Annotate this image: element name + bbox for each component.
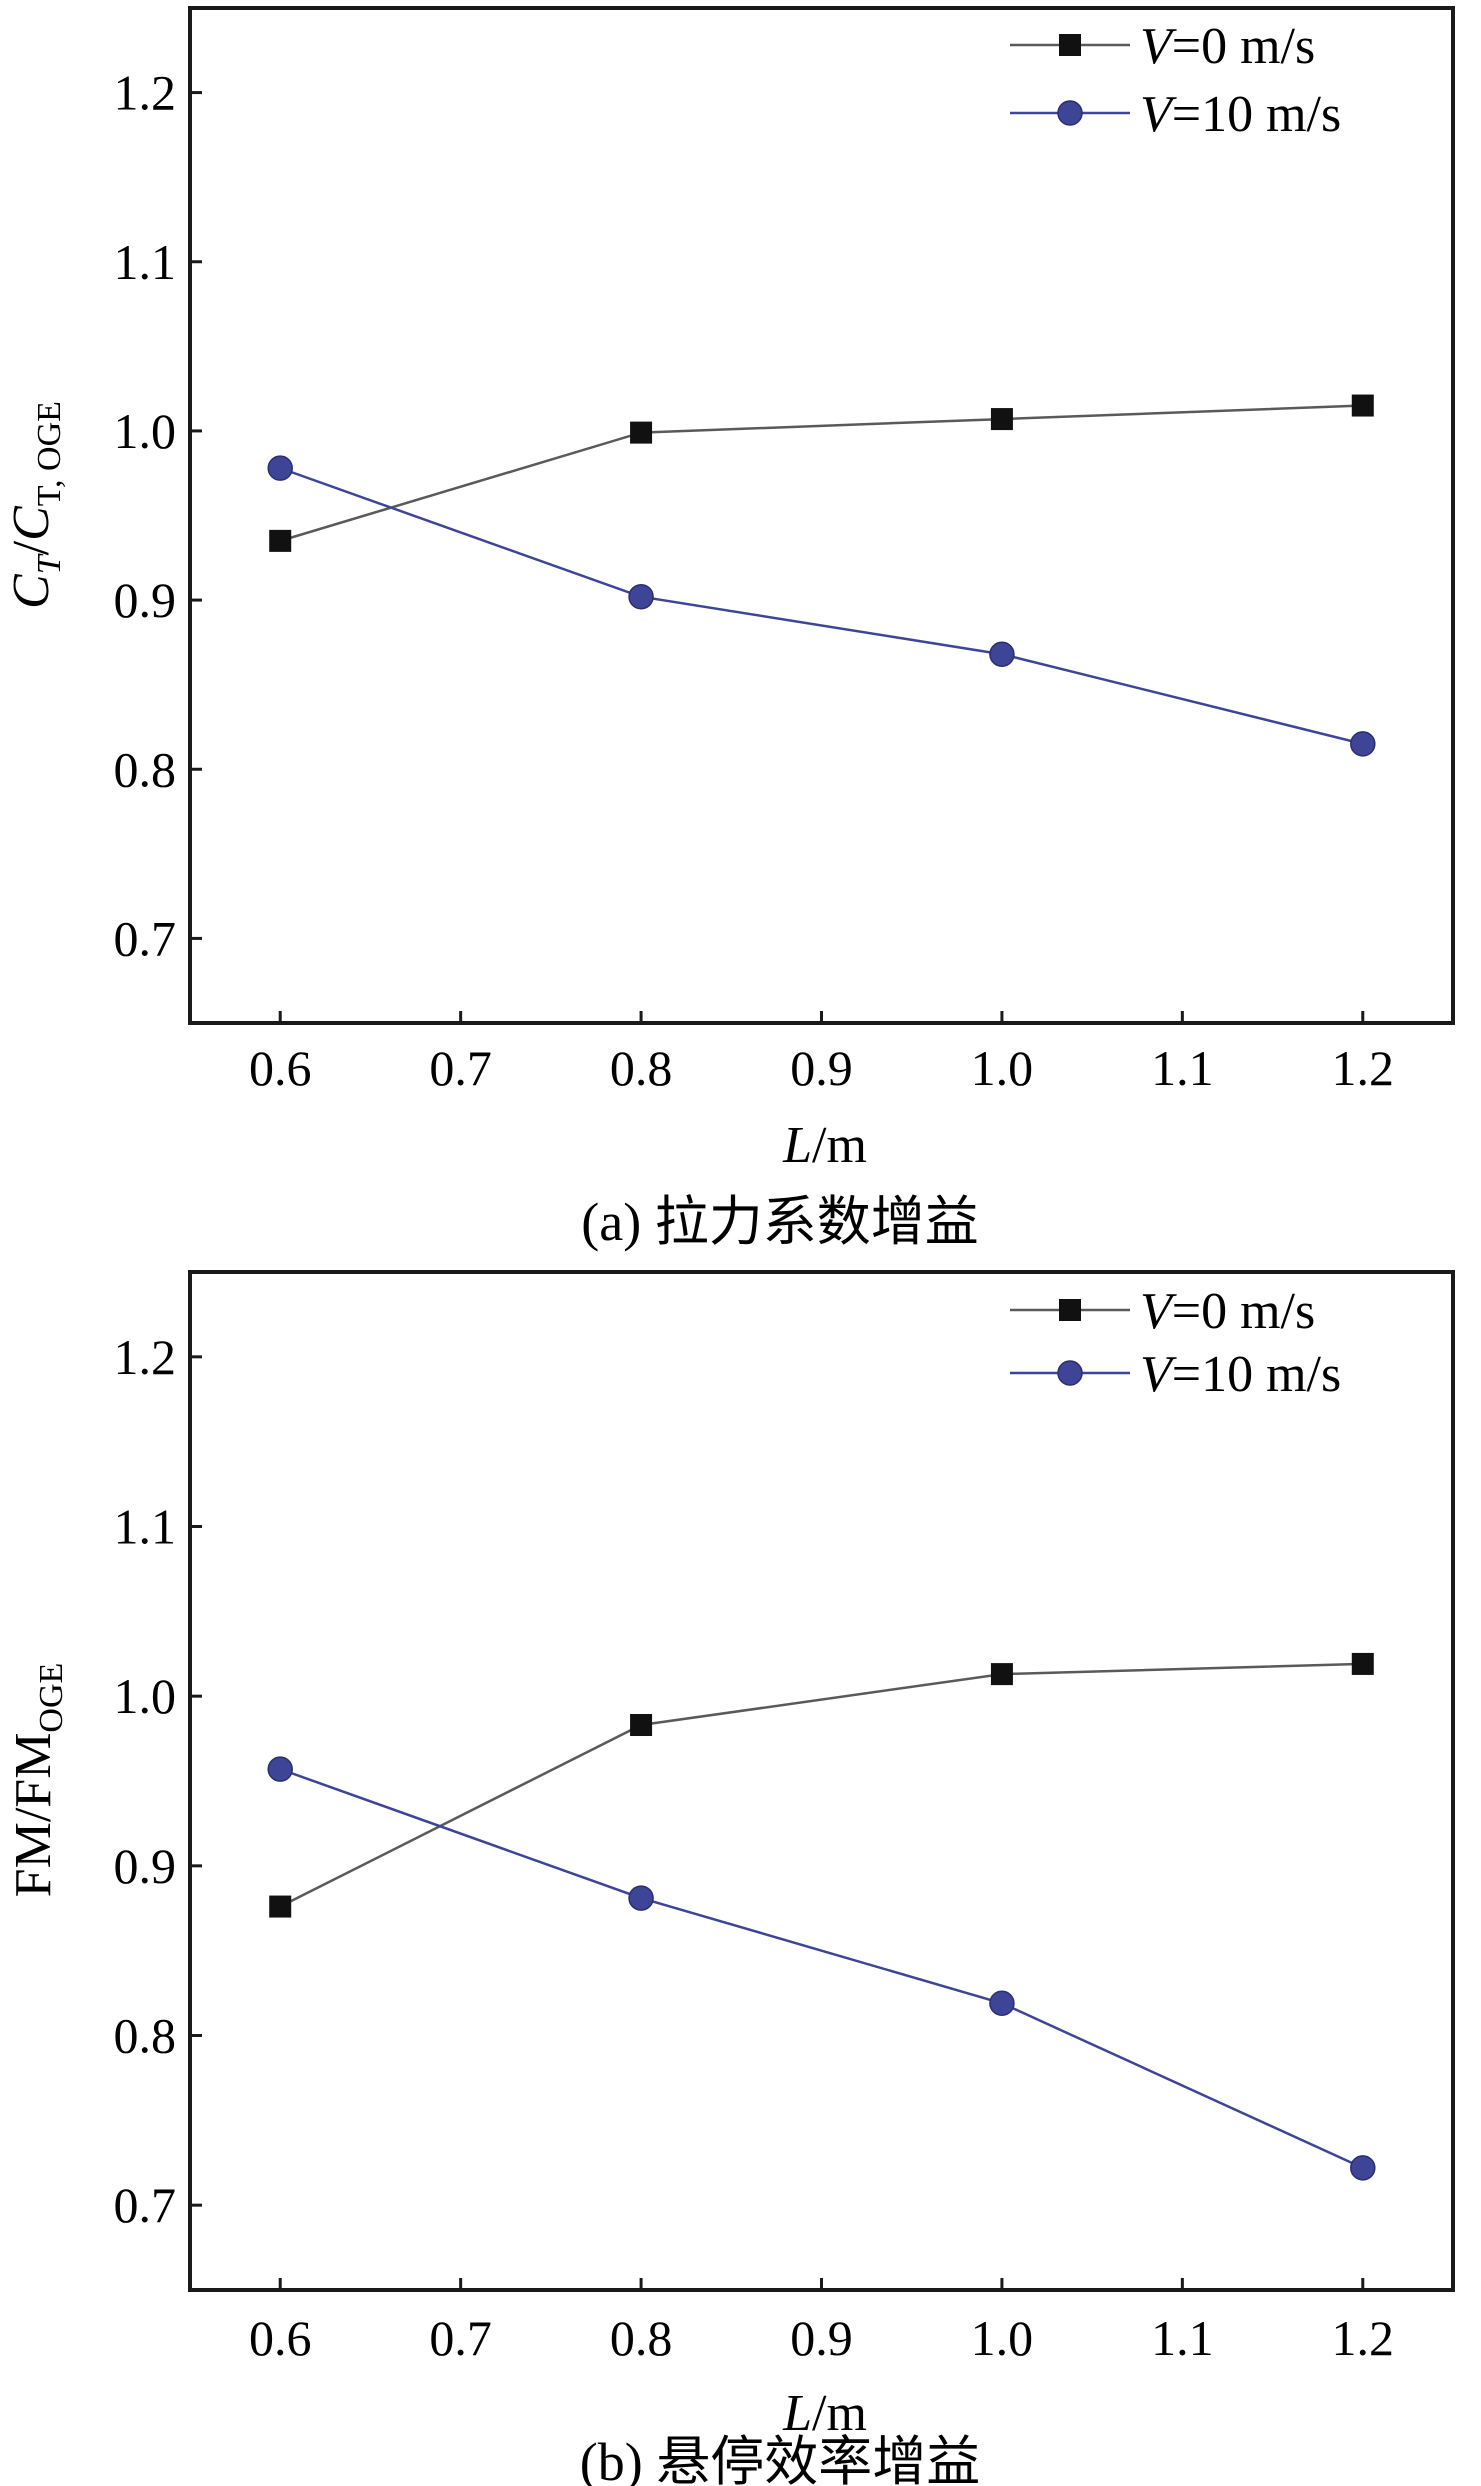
x-tick-label: 1.2 — [1332, 2310, 1395, 2366]
data-point-v10 — [989, 641, 1015, 667]
panel-a-chart: 0.7 0.8 0.9 1.0 1.1 1.2 0.6 0.7 0.8 0.9 1.0 1.1 1.2… — [3, 6, 1455, 1252]
data-point-v0 — [630, 421, 653, 444]
y-tick-label: 0.7 — [114, 2177, 177, 2233]
y-tick-label: 1.0 — [114, 1668, 177, 1724]
y-tick-label: 0.9 — [114, 1838, 177, 1894]
y-tick-label: 0.9 — [114, 572, 177, 628]
panel-a-y-axis-title: CT/CT, OGE — [3, 401, 68, 609]
panel-b-series-lines — [279, 1662, 1364, 2169]
panel-a-legend-label-v10: V=10 m/s — [1140, 86, 1341, 143]
panel-b-legend: V=0 m/s V=10 m/s — [1010, 1283, 1341, 1403]
data-point-v10 — [628, 583, 654, 610]
y-tick-label: 0.7 — [114, 910, 177, 966]
x-tick-label: 1.2 — [1332, 1040, 1395, 1096]
data-point-v0 — [1351, 394, 1374, 417]
panel-b-plot-frame — [188, 1270, 1455, 2292]
data-point-v10 — [267, 455, 293, 481]
data-point-v10 — [1350, 2155, 1376, 2181]
data-point-v0 — [630, 1714, 653, 1737]
x-tick-label: 0.8 — [610, 2310, 673, 2366]
panel-b-y-axis-title: FM/FMOGE — [5, 1663, 70, 1898]
x-tick-label: 0.6 — [249, 1040, 312, 1096]
panel-b-legend-marker-square — [1059, 1299, 1081, 1321]
data-point-v10 — [628, 1885, 654, 1911]
x-tick-label: 0.9 — [790, 1040, 853, 1096]
y-tick-label: 1.1 — [114, 234, 177, 290]
x-tick-label: 0.7 — [429, 2310, 492, 2366]
data-point-v0 — [1351, 1652, 1374, 1675]
panel-b-caption: (b) 悬停效率增益 — [580, 2432, 980, 2486]
panel-a-legend-label-v0: V=0 m/s — [1140, 18, 1315, 75]
data-point-v10 — [267, 1756, 293, 1782]
y-tick-label: 0.8 — [114, 2008, 177, 2064]
y-tick-label: 1.2 — [114, 1329, 177, 1385]
panel-a-x-axis-title: L/m — [782, 1117, 867, 1174]
panel-a-series-markers — [267, 394, 1376, 757]
panel-b-series-markers — [267, 1652, 1376, 2181]
x-tick-label: 0.6 — [249, 2310, 312, 2366]
panel-a-legend: V=0 m/s V=10 m/s — [1010, 18, 1341, 143]
panel-a-plot-frame — [188, 6, 1455, 1025]
panel-b-y-ticks: 0.7 0.8 0.9 1.0 1.1 1.2 — [114, 1329, 202, 2233]
data-point-v10 — [989, 1990, 1015, 2017]
data-point-v0 — [990, 1663, 1013, 1686]
panel-a-caption: (a) 拉力系数增益 — [581, 1192, 978, 1252]
panel-a-y-ticks: 0.7 0.8 0.9 1.0 1.1 1.2 — [114, 65, 202, 966]
x-tick-label: 0.9 — [790, 2310, 853, 2366]
panel-a-legend-marker-square — [1059, 34, 1081, 56]
panel-b-chart: 0.7 0.8 0.9 1.0 1.1 1.2 0.6 0.7 0.8 0.9 1.0 1.1 1.2… — [5, 1270, 1455, 2486]
series-line-v0 — [279, 1662, 1363, 1908]
x-tick-label: 1.0 — [971, 1040, 1034, 1096]
x-tick-label: 1.1 — [1151, 2310, 1214, 2366]
panel-b-x-ticks: 0.6 0.7 0.8 0.9 1.0 1.1 1.2 — [249, 2278, 1394, 2366]
panel-b-legend-label-v0: V=0 m/s — [1140, 1283, 1315, 1340]
panel-b-legend-label-v10: V=10 m/s — [1140, 1346, 1341, 1403]
panel-b-x-axis-title: L/m — [782, 2385, 867, 2442]
data-point-v0 — [269, 529, 292, 552]
series-line-v0 — [279, 404, 1363, 543]
x-tick-label: 1.0 — [971, 2310, 1034, 2366]
x-tick-label: 0.8 — [610, 1040, 673, 1096]
y-tick-label: 1.0 — [114, 403, 177, 459]
data-point-v10 — [1350, 731, 1376, 757]
series-line-v10 — [279, 1767, 1364, 2169]
series-line-v10 — [279, 466, 1364, 746]
panel-a-series-lines — [279, 404, 1364, 746]
x-tick-label: 0.7 — [429, 1040, 492, 1096]
data-point-v0 — [269, 1895, 292, 1918]
y-tick-label: 1.2 — [114, 65, 177, 121]
y-tick-label: 0.8 — [114, 741, 177, 797]
panel-a-legend-marker-circle — [1057, 100, 1083, 126]
x-tick-label: 1.1 — [1151, 1040, 1214, 1096]
data-point-v0 — [990, 408, 1013, 431]
y-tick-label: 1.1 — [114, 1499, 177, 1555]
panel-a-x-ticks: 0.6 0.7 0.8 0.9 1.0 1.1 1.2 — [249, 1011, 1394, 1096]
panel-b-legend-marker-circle — [1057, 1360, 1083, 1386]
